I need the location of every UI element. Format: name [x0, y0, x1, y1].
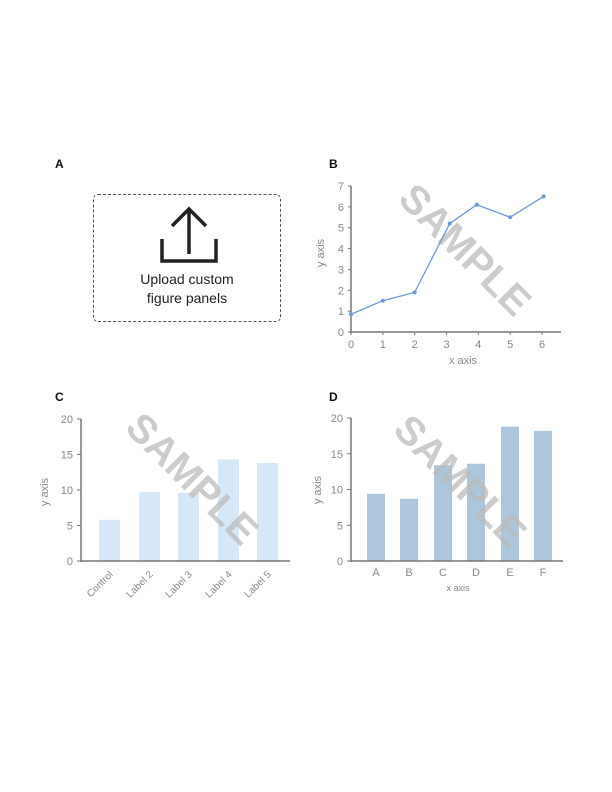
bar: [218, 459, 239, 561]
upload-icon: [160, 206, 218, 263]
bar: [99, 519, 120, 561]
y-tick-label: 5: [67, 521, 73, 533]
data-point: [380, 298, 385, 303]
bar: [501, 426, 519, 561]
data-point: [349, 312, 353, 317]
y-tick-label: 6: [338, 202, 344, 214]
data-point: [447, 221, 452, 226]
upload-panel-dropzone[interactable]: Upload custom figure panels: [93, 194, 281, 322]
x-tick-label: Control: [85, 569, 116, 600]
y-tick-label: 3: [338, 264, 344, 276]
upload-text-line2: figure panels: [146, 290, 228, 306]
y-tick-label: 7: [338, 181, 344, 193]
bar: [139, 492, 160, 561]
data-point: [541, 194, 546, 199]
panel-label-b: B: [329, 157, 338, 171]
x-tick-label: 6: [539, 339, 545, 351]
y-tick-label: 2: [338, 285, 344, 297]
y-tick-label: 4: [338, 244, 344, 256]
y-tick-label: 5: [337, 520, 343, 532]
chart-b-line: 0 1 2 3 4 5 6 7 0 1 2 3 4 5 6 x axis y axis SAMPLE: [315, 176, 561, 367]
x-tick-label: E: [506, 567, 513, 579]
bar: [400, 498, 418, 561]
x-tick-label: Label 4: [204, 569, 235, 600]
x-tick-label: F: [540, 567, 547, 579]
x-tick-label: 2: [412, 339, 418, 351]
x-tick-label: Label 3: [164, 569, 195, 600]
x-axis-title: x axis: [446, 583, 470, 593]
upload-text-line1: Upload custom: [140, 271, 234, 287]
bar: [367, 493, 385, 561]
y-tick-label: 0: [67, 556, 73, 568]
bar: [178, 492, 199, 561]
x-tick-label: 0: [348, 339, 354, 351]
x-tick-label: C: [439, 567, 447, 579]
y-axis-title: y axis: [39, 477, 51, 506]
y-tick-label: 20: [331, 413, 343, 425]
y-tick-label: 10: [61, 485, 73, 497]
panel-label-c: C: [55, 390, 64, 404]
y-axis-title: y axis: [312, 475, 324, 504]
y-tick-label: 15: [331, 449, 343, 461]
x-tick-label: 4: [475, 339, 481, 351]
y-tick-label: 0: [338, 327, 344, 339]
y-tick-label: 0: [337, 556, 343, 568]
data-point: [508, 215, 513, 220]
panel-label-a: A: [55, 157, 64, 171]
y-tick-label: 20: [61, 414, 73, 426]
y-tick-label: 10: [331, 485, 343, 497]
x-tick-label: 5: [507, 339, 513, 351]
x-tick-label: Label 5: [243, 569, 274, 600]
x-tick-label: 1: [380, 339, 386, 351]
x-tick-label: B: [405, 567, 412, 579]
bar: [467, 463, 485, 561]
sample-watermark: SAMPLE: [390, 176, 539, 325]
x-axis-title: x axis: [449, 355, 478, 367]
x-tick-label: Label 2: [125, 569, 156, 600]
bar: [534, 430, 552, 561]
x-tick-label: D: [472, 567, 480, 579]
y-axis-title: y axis: [315, 238, 327, 267]
bar: [434, 465, 452, 561]
panel-label-d: D: [329, 390, 338, 404]
y-tick-label: 5: [338, 223, 344, 235]
bar: [257, 463, 278, 561]
data-point: [474, 202, 479, 207]
data-point: [412, 290, 417, 295]
y-tick-label: 15: [61, 450, 73, 462]
x-tick-label: 3: [443, 339, 449, 351]
x-tick-label: A: [372, 567, 380, 579]
y-tick-label: 1: [338, 306, 344, 318]
